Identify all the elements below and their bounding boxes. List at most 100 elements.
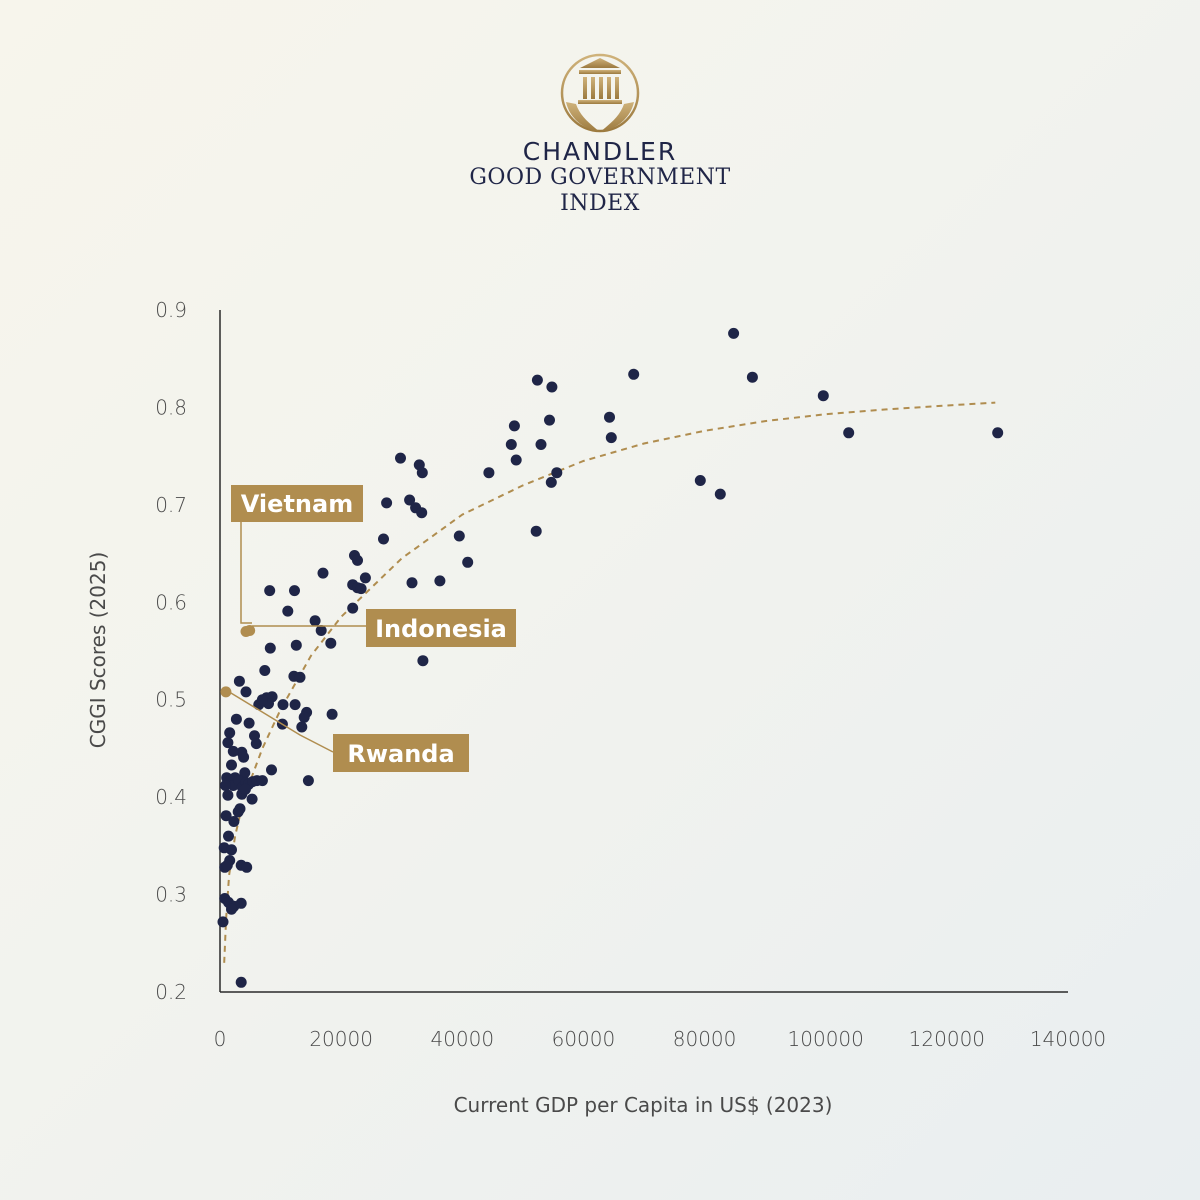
data-point	[289, 699, 301, 711]
data-point	[604, 411, 615, 423]
data-point	[222, 789, 234, 801]
data-point	[221, 859, 233, 871]
vietnam-label: Vietnam	[241, 490, 353, 518]
data-point	[224, 727, 236, 739]
data-point	[246, 793, 258, 805]
y-tick-label: 0.2	[155, 980, 187, 1004]
data-point	[239, 783, 251, 795]
x-tick-label: 20000	[309, 1027, 373, 1051]
data-point	[434, 575, 446, 587]
data-point	[227, 745, 239, 757]
y-tick-label: 0.8	[155, 395, 187, 419]
data-point	[264, 642, 276, 654]
data-point	[233, 675, 245, 687]
indonesia-callout	[366, 609, 516, 647]
indonesia-point	[244, 625, 256, 636]
data-point	[843, 427, 855, 439]
x-tick-label: 120000	[909, 1027, 985, 1051]
data-point	[220, 780, 231, 791]
data-point	[235, 897, 247, 909]
data-point	[228, 816, 240, 827]
data-point	[230, 713, 242, 725]
rwanda-point	[220, 686, 232, 698]
y-tick-label: 0.3	[155, 883, 187, 907]
data-point	[217, 916, 229, 928]
data-point	[243, 717, 255, 729]
data-point	[298, 711, 310, 723]
data-point	[381, 497, 393, 509]
data-point	[282, 605, 294, 617]
data-point	[416, 507, 428, 519]
vietnam-leader-line	[240, 522, 252, 624]
data-point	[325, 637, 337, 649]
data-point	[605, 432, 617, 444]
brand-name: CHANDLER	[523, 137, 677, 166]
data-point	[546, 381, 558, 393]
data-point	[259, 665, 271, 676]
data-point	[226, 844, 237, 856]
x-tick-label: 80000	[673, 1027, 737, 1051]
data-point	[302, 775, 314, 787]
data-point	[453, 530, 465, 542]
data-point	[256, 775, 268, 787]
data-point	[355, 583, 367, 595]
data-point	[535, 439, 547, 450]
data-point	[483, 467, 495, 479]
x-tick-label: 60000	[552, 1027, 616, 1051]
data-point	[315, 625, 327, 636]
indonesia-label: Indonesia	[375, 615, 507, 643]
data-point	[223, 830, 234, 842]
y-tick-label: 0.5	[155, 688, 187, 712]
rwanda-leader-line	[225, 689, 334, 753]
data-point	[290, 639, 302, 651]
brand-subtitle-2: INDEX	[560, 191, 640, 216]
data-point	[404, 494, 416, 506]
data-point	[220, 810, 232, 822]
data-point	[817, 390, 829, 402]
data-point	[628, 368, 640, 380]
data-point	[530, 525, 542, 537]
brand-subtitle: GOOD GOVERNMENT	[469, 165, 730, 190]
data-point	[238, 751, 250, 763]
data-point	[746, 371, 758, 383]
data-point	[240, 686, 252, 698]
data-point	[250, 738, 262, 750]
data-point	[694, 475, 706, 486]
rwanda-callout	[333, 734, 469, 772]
data-point	[241, 861, 253, 873]
data-point	[352, 554, 363, 566]
y-tick-label: 0.4	[155, 785, 187, 809]
data-point	[417, 655, 429, 667]
data-point	[239, 767, 251, 779]
y-tick-label: 0.6	[155, 590, 187, 614]
data-point	[395, 452, 406, 464]
data-point	[551, 467, 563, 479]
data-point	[266, 764, 277, 776]
data-point	[359, 572, 371, 584]
x-tick-label: 40000	[430, 1027, 494, 1051]
data-point	[294, 671, 306, 683]
x-tick-label: 100000	[788, 1027, 864, 1051]
data-point	[296, 721, 308, 733]
data-point	[222, 737, 234, 749]
data-point	[505, 439, 517, 450]
data-point	[728, 327, 740, 339]
y-axis-title: CGGI Scores (2025)	[86, 552, 110, 749]
data-point	[234, 803, 246, 815]
data-point	[714, 488, 726, 500]
data-point	[226, 759, 237, 771]
data-point	[508, 420, 520, 432]
data-point	[416, 467, 428, 479]
data-point	[378, 533, 389, 545]
data-point	[462, 556, 474, 568]
data-point	[256, 694, 268, 706]
data-point	[226, 903, 237, 915]
data-point	[510, 454, 522, 466]
data-point	[545, 476, 557, 488]
data-point	[277, 699, 289, 711]
data-point	[544, 414, 555, 426]
data-point	[264, 585, 276, 597]
x-tick-label: 0	[214, 1027, 227, 1051]
y-tick-label: 0.7	[155, 493, 187, 517]
